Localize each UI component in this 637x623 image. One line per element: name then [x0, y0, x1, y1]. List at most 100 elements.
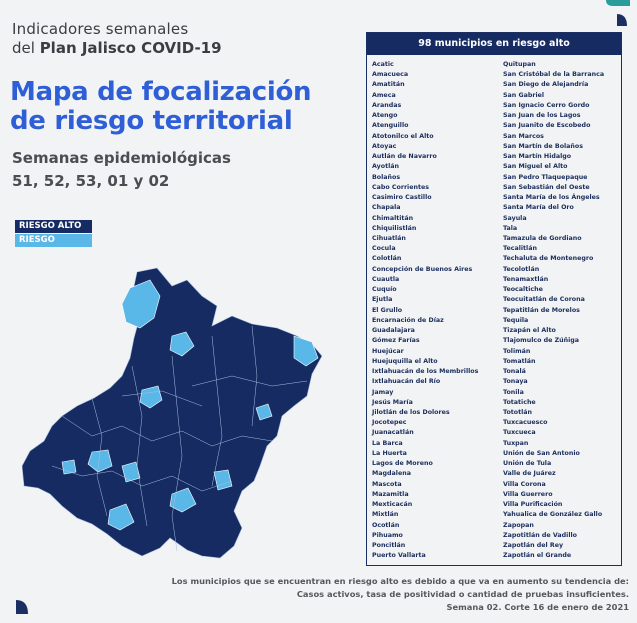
list-column-2: Quitupan San Cristóbal de la Barranca San … — [503, 60, 623, 561]
municipality-item: Tomatlán — [503, 357, 536, 365]
municipality-item: San Sebastián del Oeste — [503, 183, 590, 191]
municipality-item: Mascota — [372, 480, 402, 488]
municipality-item: Huejuquilla el Alto — [372, 357, 438, 365]
municipalities-list: 98 municipios en riesgo alto Acatic Amacu… — [366, 32, 622, 566]
municipality-item: Zapopan — [503, 521, 534, 529]
municipality-item: Chiquilistlán — [372, 224, 417, 232]
municipality-item: Cuautla — [372, 275, 400, 283]
municipality-item: Tototlán — [503, 408, 533, 416]
bottom-left-logo-icon — [16, 600, 28, 614]
list-header: 98 municipios en riesgo alto — [367, 33, 621, 55]
municipality-item: Atengo — [372, 112, 398, 120]
corner-logo-icon — [606, 0, 630, 26]
municipality-item: Tlajomulco de Zúñiga — [503, 337, 580, 345]
municipality-item: Ayotlán — [372, 163, 399, 171]
municipality-item: Chimaltitán — [372, 214, 414, 222]
municipality-item: Sayula — [503, 214, 527, 222]
municipality-item: Concepción de Buenos Aires — [372, 265, 473, 273]
municipality-item: Ameca — [372, 91, 396, 99]
municipality-item: San Pedro Tlaquepaque — [503, 173, 588, 181]
municipality-item: Arandas — [372, 101, 402, 109]
municipality-item: San Juanito de Escobedo — [503, 122, 591, 130]
municipality-item: Pihuamo — [372, 531, 403, 539]
municipality-item: Tonaya — [503, 378, 528, 386]
municipality-item: Tecalitlán — [503, 245, 537, 253]
footer-line-2: Casos activos, tasa de positividad o can… — [296, 589, 629, 599]
municipality-item: Encarnación de Díaz — [372, 316, 444, 324]
municipality-item: San Diego de Alejandría — [503, 81, 589, 89]
municipality-item: San Miguel el Alto — [503, 163, 568, 171]
municipality-item: Zapotitlán de Vadillo — [503, 531, 577, 539]
municipality-item: Tuxcacuesco — [503, 419, 548, 427]
municipality-item: Casimiro Castillo — [372, 194, 432, 202]
municipality-item: Jilotlán de los Dolores — [372, 408, 450, 416]
municipality-item: La Huerta — [372, 449, 407, 457]
municipality-item: Villa Corona — [503, 480, 546, 488]
municipality-item: Tepatitlán de Morelos — [503, 306, 580, 314]
municipality-item: Mixtlán — [372, 511, 399, 519]
municipality-item: Ejutla — [372, 296, 393, 304]
legend-high-risk: RIESGO ALTO — [15, 220, 92, 233]
municipality-item: Cuquío — [372, 286, 397, 294]
municipality-item: Mexticacán — [372, 501, 413, 509]
municipality-item: El Grullo — [372, 306, 403, 314]
municipality-item: Santa María de los Ángeles — [503, 194, 600, 202]
municipality-item: Tuxpan — [503, 439, 529, 447]
page-title: Mapa de focalización de riesgo territori… — [10, 78, 350, 136]
municipality-item: Cocula — [372, 245, 396, 253]
municipality-item: La Barca — [372, 439, 403, 447]
municipality-item: Guadalajara — [372, 327, 415, 335]
municipality-item: Poncitlán — [372, 542, 406, 550]
footer-line-1: Los municipios que se encuentran en ries… — [171, 576, 629, 586]
municipality-item: San Cristóbal de la Barranca — [503, 71, 605, 79]
municipality-item: San Martín de Bolaños — [503, 142, 583, 150]
legend-risk: RIESGO — [15, 234, 92, 247]
municipality-item: Santa María del Oro — [503, 204, 574, 212]
municipality-item: Tuxcueca — [503, 429, 536, 437]
municipality-item: Tamazula de Gordiano — [503, 234, 582, 242]
municipality-item: Cihuatlán — [372, 234, 406, 242]
municipality-item: Tequila — [503, 316, 529, 324]
municipality-item: San Ignacio Cerro Gordo — [503, 101, 590, 109]
municipality-item: Autlán de Navarro — [372, 153, 437, 161]
municipality-item: Tecolotlán — [503, 265, 540, 273]
map-legend: RIESGO ALTO RIESGO — [15, 220, 92, 248]
municipality-item: Teocuitatlán de Corona — [503, 296, 585, 304]
header-subtitle: Indicadores semanales — [12, 20, 189, 38]
municipality-item: Jocotepec — [372, 419, 407, 427]
municipality-item: Acatic — [372, 61, 394, 68]
weeks-label: Semanas epidemiológicas — [12, 149, 231, 167]
municipality-item: Bolaños — [372, 173, 401, 181]
municipality-item: Teocaltiche — [503, 286, 543, 294]
municipality-item: Cabo Corrientes — [372, 183, 429, 191]
municipality-item: San Martín Hidalgo — [503, 153, 572, 161]
municipality-item: Tenamaxtlán — [503, 275, 549, 283]
header-plan: del Plan Jalisco COVID-19 — [12, 39, 222, 57]
municipality-item: Mazamitla — [372, 490, 409, 498]
municipality-item: San Marcos — [503, 132, 544, 140]
municipality-item: Tolimán — [503, 347, 531, 355]
municipality-item: Huejúcar — [372, 347, 404, 355]
municipality-item: Yahualica de González Gallo — [503, 511, 603, 519]
municipality-item: Atenguillo — [372, 122, 409, 130]
header-plan-prefix: del — [12, 39, 40, 57]
municipality-item: Chapala — [372, 204, 401, 212]
municipality-item: Gómez Farías — [372, 337, 420, 345]
title-line-2: de riesgo territorial — [10, 106, 293, 136]
municipality-item: Atoyac — [372, 142, 397, 150]
header-plan-name: Plan Jalisco COVID-19 — [39, 39, 222, 57]
weeks-values: 51, 52, 53, 01 y 02 — [12, 172, 170, 190]
municipality-item: Unión de San Antonio — [503, 449, 580, 457]
municipality-item: Amatitán — [372, 81, 405, 89]
municipality-item: Lagos de Moreno — [372, 460, 433, 468]
municipality-item: Ixtlahuacán de los Membrillos — [372, 368, 479, 376]
municipality-item: Ixtlahuacán del Río — [372, 378, 441, 386]
map-municipal-borders — [51, 325, 308, 552]
municipality-item: Tala — [503, 224, 518, 232]
list-column-1: Acatic Amacueca Amatitán Ameca Arandas Atengo… — [372, 60, 500, 561]
municipality-item: Ocotlán — [372, 521, 400, 529]
municipality-item: Atotonilco el Alto — [372, 132, 434, 140]
municipality-item: Tonila — [503, 388, 524, 396]
municipality-item: San Gabriel — [503, 91, 545, 99]
municipality-item: Zapotlán del Rey — [503, 542, 564, 550]
